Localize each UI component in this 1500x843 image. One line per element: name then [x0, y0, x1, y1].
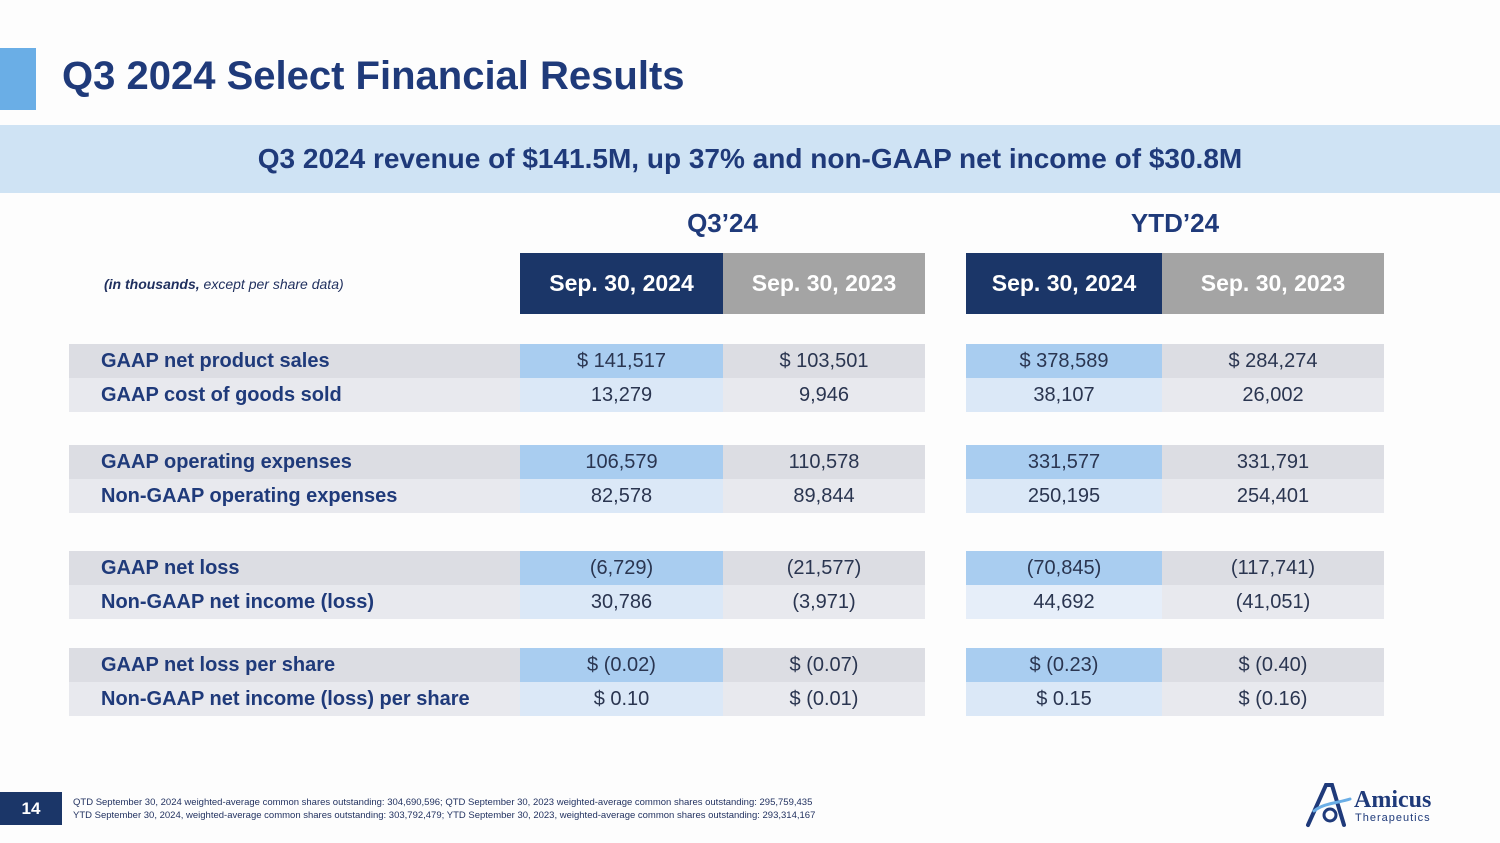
cell: 9,946 [723, 378, 925, 412]
cell: 250,195 [966, 479, 1162, 513]
cell: 30,786 [520, 585, 723, 619]
group-label-ytd: YTD’24 [1130, 208, 1220, 238]
row-label-gaap-net-product-sales: GAAP net product sales [69, 344, 520, 378]
cell: 331,577 [966, 445, 1162, 479]
logo-tagline: Therapeutics [1355, 812, 1431, 824]
column-header-q3-2023: Sep. 30, 2023 [723, 253, 925, 314]
row-label-gaap-operating-expenses: GAAP operating expenses [69, 445, 520, 479]
cell: 106,579 [520, 445, 723, 479]
cell: $ (0.07) [723, 648, 925, 682]
cell: $ 103,501 [723, 344, 925, 378]
row-label-non-gaap-net-income-per-share: Non-GAAP net income (loss) per share [69, 682, 520, 716]
cell: $ 141,517 [520, 344, 723, 378]
cell: $ (0.02) [520, 648, 723, 682]
cell: 110,578 [723, 445, 925, 479]
cell: 331,791 [1162, 445, 1384, 479]
cell: (70,845) [966, 551, 1162, 585]
page-number: 14 [0, 792, 62, 825]
footnote-ytd: YTD September 30, 2024, weighted-average… [73, 810, 816, 821]
row-label-gaap-cost-of-goods-sold: GAAP cost of goods sold [69, 378, 520, 412]
headline-banner: Q3 2024 revenue of $141.5M, up 37% and n… [0, 125, 1500, 193]
cell: $ 284,274 [1162, 344, 1384, 378]
amicus-logo: Amicus Therapeutics [1304, 781, 1444, 829]
cell: 13,279 [520, 378, 723, 412]
banner-text: Q3 2024 revenue of $141.5M, up 37% and n… [257, 143, 1243, 174]
cell: 38,107 [966, 378, 1162, 412]
units-note-bold: (in thousands, [104, 276, 200, 292]
row-label-non-gaap-operating-expenses: Non-GAAP operating expenses [69, 479, 520, 513]
column-header-ytd-2023: Sep. 30, 2023 [1162, 253, 1384, 314]
cell: 82,578 [520, 479, 723, 513]
cell: $ 0.10 [520, 682, 723, 716]
column-header-q3-2024: Sep. 30, 2024 [520, 253, 723, 314]
cell: (6,729) [520, 551, 723, 585]
cell: 254,401 [1162, 479, 1384, 513]
cell: $ (0.16) [1162, 682, 1384, 716]
title-accent-bar [0, 48, 36, 110]
cell: (41,051) [1162, 585, 1384, 619]
cell: 26,002 [1162, 378, 1384, 412]
cell: 89,844 [723, 479, 925, 513]
units-note-rest: except per share data) [199, 276, 344, 292]
cell: (21,577) [723, 551, 925, 585]
column-header-ytd-2024: Sep. 30, 2024 [966, 253, 1162, 314]
units-note: (in thousands, except per share data) [104, 276, 344, 292]
cell: $ 0.15 [966, 682, 1162, 716]
footnote-qtd: QTD September 30, 2024 weighted-average … [73, 797, 813, 808]
cell: (117,741) [1162, 551, 1384, 585]
cell: 44,692 [966, 585, 1162, 619]
row-label-non-gaap-net-income: Non-GAAP net income (loss) [69, 585, 520, 619]
group-label-q3: Q3’24 [687, 208, 758, 238]
row-label-gaap-net-loss: GAAP net loss [69, 551, 520, 585]
cell: $ 378,589 [966, 344, 1162, 378]
row-label-gaap-net-loss-per-share: GAAP net loss per share [69, 648, 520, 682]
slide-title: Q3 2024 Select Financial Results [62, 54, 685, 98]
cell: $ (0.01) [723, 682, 925, 716]
cell: $ (0.40) [1162, 648, 1384, 682]
cell: $ (0.23) [966, 648, 1162, 682]
logo-wordmark: Amicus [1354, 787, 1432, 813]
cell: (3,971) [723, 585, 925, 619]
amicus-logo-icon [1306, 783, 1352, 827]
